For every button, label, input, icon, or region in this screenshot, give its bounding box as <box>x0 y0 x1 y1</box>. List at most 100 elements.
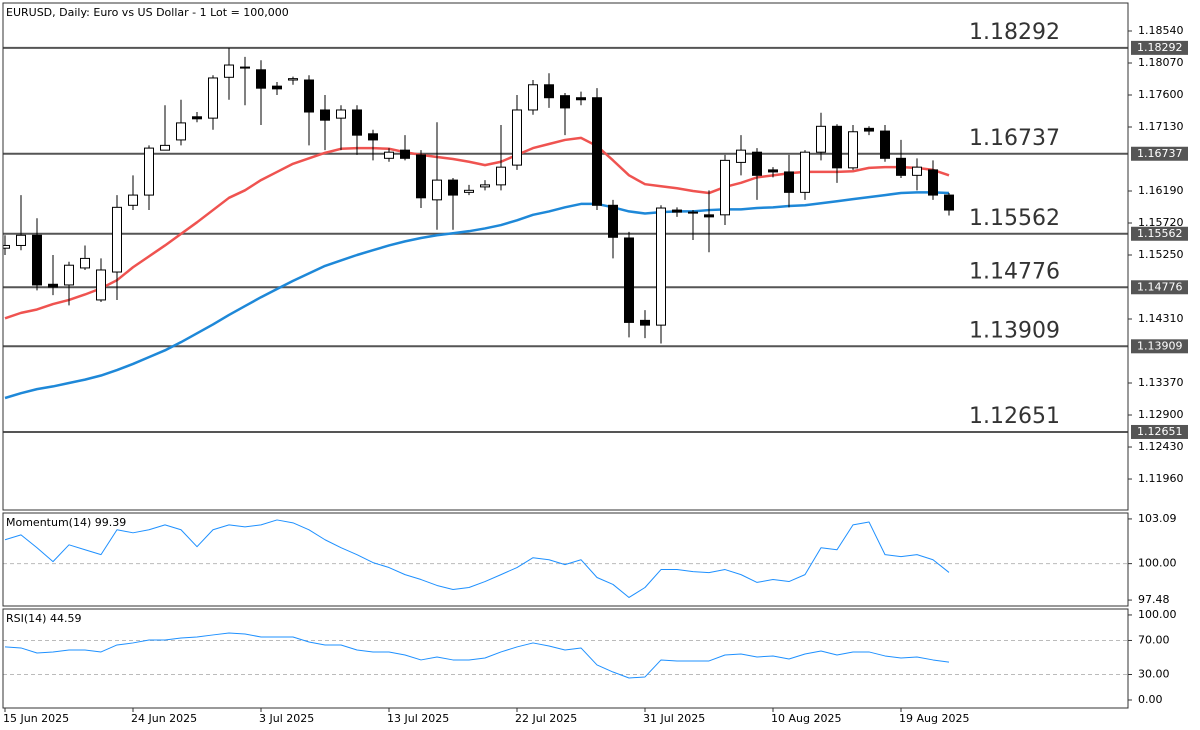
candle-body <box>256 69 266 89</box>
candle-body <box>400 149 410 159</box>
candle-body <box>464 189 474 193</box>
y-tick-label: 1.15720 <box>1138 216 1184 229</box>
momentum-panel <box>3 519 1128 598</box>
panel-title: EURUSD, Daily: Euro vs US Dollar - 1 Lot… <box>6 6 289 19</box>
level-label: 1.16737 <box>969 126 1060 151</box>
y-tick-label: 100.00 <box>1138 608 1177 621</box>
y-tick-label: 1.16190 <box>1138 184 1184 197</box>
candle-body <box>416 154 426 199</box>
candle-body <box>352 109 362 136</box>
candle-body <box>800 151 810 193</box>
candle-body <box>736 149 746 163</box>
candle-body <box>528 84 538 111</box>
candle-body <box>512 109 522 166</box>
candle-body <box>208 77 218 119</box>
level-label: 1.18292 <box>969 20 1060 45</box>
axes: EURUSD, Daily: Euro vs US Dollar - 1 Lot… <box>2 2 1188 725</box>
candle-body <box>928 169 938 196</box>
y-tick-label: 1.13370 <box>1138 376 1184 389</box>
panel-frame <box>2 2 1129 511</box>
y-tick-label: 1.12900 <box>1138 408 1184 421</box>
y-tick-label: 1.18540 <box>1138 24 1184 37</box>
rsi-panel <box>3 632 1128 679</box>
y-tick-label: 1.14310 <box>1138 312 1184 325</box>
candle-body <box>912 166 922 176</box>
candle-body <box>176 122 186 141</box>
candle-body <box>816 125 826 153</box>
y-tick-label: 30.00 <box>1138 667 1170 680</box>
candle-body <box>432 179 442 201</box>
candle-body <box>704 214 714 218</box>
candle-body <box>240 66 250 69</box>
candle-body <box>320 109 330 121</box>
panel-title: Momentum(14) 99.39 <box>6 516 126 529</box>
candle-body <box>624 237 634 323</box>
candle-body <box>272 85 282 90</box>
y-tick-label: 1.12430 <box>1138 440 1184 453</box>
y-tick-label: 1.15250 <box>1138 248 1184 261</box>
candle-body <box>768 169 778 173</box>
candle-body <box>128 194 138 206</box>
level-tag <box>1131 339 1188 354</box>
x-tick-label: 13 Jul 2025 <box>387 712 449 725</box>
level-tag-label: 1.16737 <box>1137 147 1183 160</box>
candle-body <box>640 319 650 326</box>
candle-body <box>848 131 858 169</box>
candle-body <box>448 179 458 196</box>
candle-body <box>592 97 602 206</box>
candle-body <box>48 283 58 288</box>
y-tick-label: 1.17130 <box>1138 120 1184 133</box>
candle-body <box>608 204 618 238</box>
x-tick-label: 3 Jul 2025 <box>259 712 314 725</box>
candle-body <box>32 234 42 286</box>
candle-body <box>336 109 346 119</box>
level-tag-label: 1.15562 <box>1137 227 1183 240</box>
candle-body <box>304 79 314 113</box>
candle-body <box>224 64 234 78</box>
level-tag <box>1131 146 1188 161</box>
indicator-line <box>4 519 950 598</box>
candle-body <box>16 234 26 246</box>
candle-body <box>96 269 106 301</box>
candle-body <box>560 95 570 109</box>
candle-body <box>720 159 730 216</box>
y-tick-label: 103.09 <box>1138 512 1177 525</box>
y-tick-label: 1.18070 <box>1138 56 1184 69</box>
candle-body <box>896 157 906 176</box>
candle-body <box>544 84 554 99</box>
candle-body <box>752 151 762 176</box>
candle-body <box>3 244 10 249</box>
candle-body <box>288 78 298 81</box>
candle-body <box>144 147 154 196</box>
panel-frame <box>2 608 1129 709</box>
x-tick-label: 24 Jun 2025 <box>131 712 197 725</box>
level-tag-label: 1.14776 <box>1137 280 1183 293</box>
candle-body <box>192 116 202 120</box>
level-tag <box>1131 424 1188 439</box>
candle-body <box>656 207 666 326</box>
x-tick-label: 31 Jul 2025 <box>643 712 705 725</box>
indicator-line <box>4 632 950 679</box>
level-tag <box>1131 226 1188 241</box>
level-tag-label: 1.18292 <box>1137 41 1183 54</box>
candle-body <box>944 194 954 211</box>
candle-body <box>880 130 890 159</box>
level-label: 1.14776 <box>969 259 1060 284</box>
y-tick-label: 0.00 <box>1138 693 1163 706</box>
candle-body <box>384 151 394 159</box>
level-label: 1.12651 <box>969 404 1060 429</box>
candle-body <box>832 125 842 169</box>
level-tag <box>1131 40 1188 55</box>
candle-body <box>496 166 506 186</box>
candle-body <box>64 264 74 286</box>
candle-body <box>112 206 122 273</box>
level-label: 1.15562 <box>969 206 1060 231</box>
level-label: 1.13909 <box>969 318 1060 343</box>
candle-body <box>672 209 682 213</box>
candle-body <box>160 144 170 151</box>
price-panel: 1.18292 1.16737 1.15562 1.14776 1.13909 1.126… <box>3 20 1128 433</box>
candle-body <box>368 133 378 141</box>
candle-body <box>864 127 874 132</box>
x-tick-label: 10 Aug 2025 <box>771 712 841 725</box>
